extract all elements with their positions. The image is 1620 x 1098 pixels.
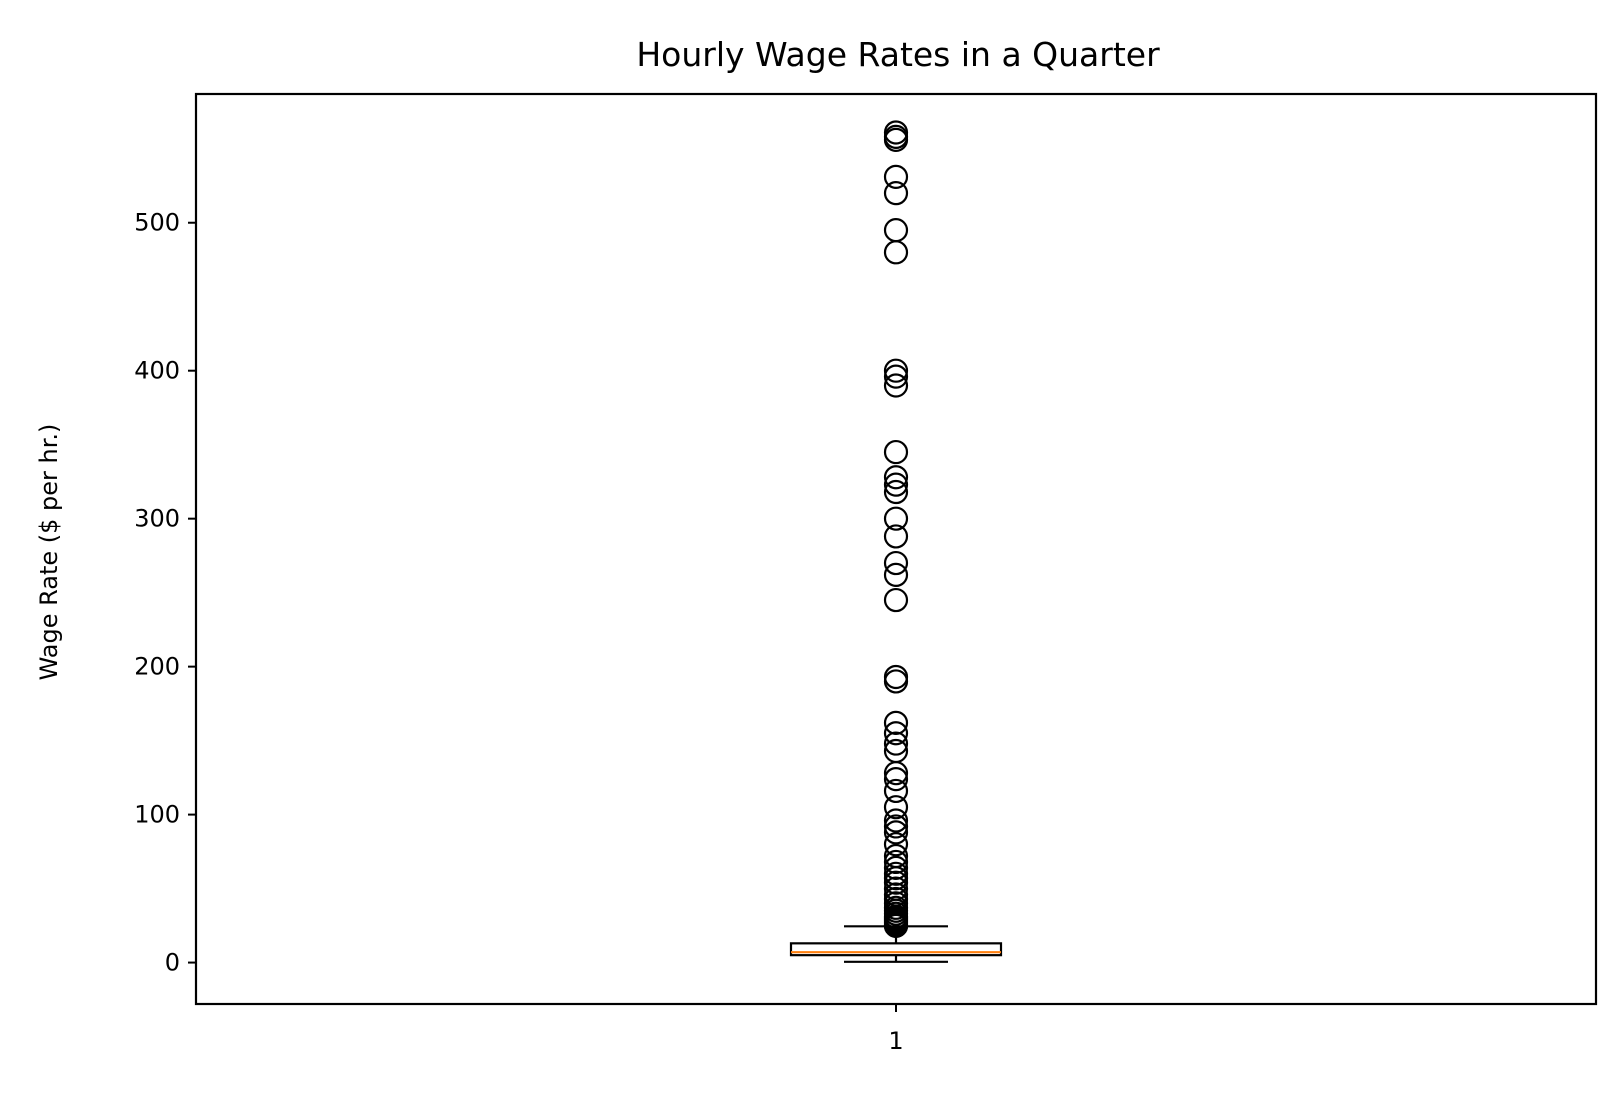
- y-tick-label: 300: [134, 505, 180, 533]
- outlier-point: [883, 465, 909, 490]
- outlier-point: [883, 550, 909, 576]
- outlier-point: [883, 832, 909, 857]
- plot-area: [789, 120, 1003, 963]
- outlier-point: [883, 761, 909, 786]
- outlier-point: [883, 373, 909, 398]
- y-tick-label: 400: [134, 357, 180, 385]
- outlier-point: [883, 913, 909, 938]
- y-axis-label: Wage Rate ($ per hr.): [35, 424, 63, 681]
- outlier-point: [883, 721, 909, 746]
- outlier-point: [883, 358, 909, 383]
- outlier-point: [883, 587, 909, 613]
- outlier-point: [883, 849, 909, 875]
- outlier-point: [883, 439, 909, 465]
- y-tick-label: 0: [165, 949, 180, 977]
- outlier-point: [883, 778, 909, 804]
- box-iqr: [789, 942, 1003, 957]
- outlier-point: [883, 506, 909, 531]
- outlier-point: [883, 181, 909, 206]
- outlier-point: [883, 240, 909, 265]
- outlier-point: [883, 164, 909, 189]
- y-tick-label: 200: [134, 653, 180, 681]
- outlier-point: [883, 472, 909, 497]
- outlier-point: [883, 795, 909, 820]
- outlier-point: [883, 524, 909, 549]
- y-tick-label: 100: [134, 801, 180, 829]
- outlier-point: [883, 127, 909, 152]
- outlier-point: [883, 562, 909, 587]
- outlier-point: [883, 855, 909, 880]
- outlier-point: [883, 870, 909, 895]
- outlier-point: [883, 364, 909, 389]
- outlier-point: [883, 669, 909, 694]
- outlier-point: [883, 814, 909, 839]
- outlier-point: [883, 766, 909, 792]
- outlier-point: [883, 731, 909, 756]
- outlier-point: [883, 820, 909, 845]
- outlier-point: [883, 479, 909, 505]
- outlier-point: [883, 710, 909, 735]
- y-tick-label: 500: [134, 209, 180, 237]
- chart-title: Hourly Wage Rates in a Quarter: [636, 35, 1160, 74]
- outlier-point: [883, 808, 909, 833]
- x-tick-label: 1: [888, 1027, 903, 1055]
